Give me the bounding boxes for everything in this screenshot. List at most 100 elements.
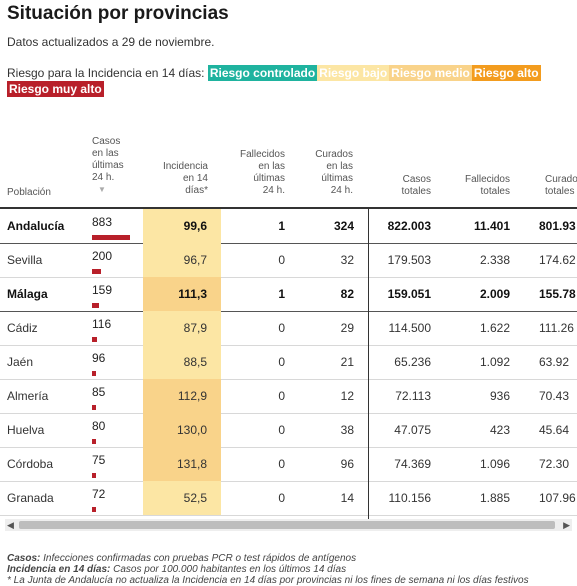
row-incidencia: 130,0 [176,423,207,437]
table-row: Córdoba 75 131,8 0 96 74.369 1.096 72.30 [0,447,577,482]
row-fallecidos-totales: 2.009 [479,287,510,301]
row-casos-24h: 72 [92,487,106,501]
header-curados-totales[interactable]: Curadostotales [545,174,577,197]
row-curados-totales: 111.26 [539,321,574,335]
table-row: Málaga 159 111,3 1 82 159.051 2.009 155.78 [0,277,577,312]
row-fallecidos-totales: 423 [489,423,510,437]
table-row: Huelva 80 130,0 0 38 47.075 423 45.64 [0,413,577,448]
row-incidencia: 99,6 [183,219,207,233]
row-poblacion: Andalucía [7,219,65,233]
row-fallecidos-totales: 936 [489,389,510,403]
table-row: Cádiz 116 87,9 0 29 114.500 1.622 111.26 [0,311,577,346]
incidencia-risk-fill [143,413,221,447]
header-incidencia[interactable]: Incidencia en 14 días* [162,161,208,196]
table-row: Granada 72 52,5 0 14 110.156 1.885 107.96 [0,481,577,516]
row-curados24: 21 [340,355,354,369]
casos-bar [92,337,97,342]
row-casos-totales: 822.003 [387,219,431,233]
scroll-right-icon[interactable]: ▶ [563,520,570,530]
row-fallecidos-totales: 11.401 [473,219,510,233]
row-fallecidos-totales: 1.092 [479,355,510,369]
table-row: Almería 85 112,9 0 12 72.113 936 70.43 [0,379,577,414]
row-casos-24h: 116 [92,317,112,331]
row-casos-totales: 179.503 [387,253,431,267]
header-fallecidos-totales[interactable]: Fallecidos totales [464,174,510,197]
legend-riesgo-muy-alto: Riesgo muy alto [7,81,104,97]
row-casos-totales: 159.051 [387,287,431,301]
casos-bar [92,507,96,512]
scrollbar-thumb[interactable] [19,521,555,529]
row-curados-totales: 63.92 [539,355,570,369]
row-poblacion: Granada [7,491,54,505]
row-curados24: 32 [340,253,354,267]
row-poblacion: Cádiz [7,321,38,335]
row-fallecidos-totales: 1.885 [479,491,510,505]
casos-bar [92,235,130,240]
header-poblacion[interactable]: Población [7,187,51,198]
row-curados-totales: 45.64 [539,423,570,437]
row-incidencia: 87,9 [183,321,207,335]
legend-riesgo-controlado: Riesgo controlado [207,65,318,81]
incidencia-risk-fill [143,481,221,515]
footnotes: Casos: Infecciones confirmadas con prueb… [7,553,572,586]
row-incidencia: 112,9 [177,389,207,403]
scroll-left-icon[interactable]: ◀ [7,520,14,530]
note-incidencia-text: Casos por 100.000 habitantes en los últi… [110,564,347,575]
row-fallecidos24: 1 [278,219,285,233]
note-footnote: * La Junta de Andalucía no actualiza la … [7,575,529,586]
row-casos-24h: 159 [92,283,113,297]
header-curados-24h[interactable]: Curados en las últimas 24 h. [315,149,353,196]
row-poblacion: Sevilla [7,253,43,267]
horizontal-scrollbar[interactable]: ◀ ▶ [5,519,572,531]
row-fallecidos24: 0 [278,321,285,335]
page-title: Situación por provincias [7,3,229,24]
row-fallecidos24: 0 [278,457,285,471]
incidencia-risk-fill [143,447,221,481]
row-incidencia: 111,3 [178,287,207,301]
row-casos-totales: 65.236 [394,355,431,369]
note-casos-text: Infecciones confirmadas con pruebas PCR … [40,553,357,564]
row-incidencia: 88,5 [183,355,207,369]
sort-desc-icon: ▼ [98,185,106,194]
row-casos-totales: 47.075 [394,423,431,437]
incidencia-risk-fill [143,345,221,379]
data-table[interactable]: Población Casos en las últimas 24 h. ▼ Inci… [0,130,577,520]
row-curados24: 12 [340,389,354,403]
table-row: Andalucía 883 99,6 1 324 822.003 11.401 801.93 [0,209,577,244]
incidencia-risk-fill [143,243,221,277]
row-incidencia: 96,7 [183,253,207,267]
risk-legend: Riesgo para la Incidencia en 14 días: Ri… [7,65,567,97]
casos-bar [92,473,96,478]
legend-riesgo-bajo: Riesgo bajo [317,65,390,81]
row-fallecidos-totales: 1.096 [479,457,510,471]
incidencia-risk-fill [143,311,221,345]
header-casos-24h[interactable]: Casos en las últimas 24 h. ▼ [92,136,124,194]
row-fallecidos24: 0 [278,423,285,437]
row-curados24: 14 [340,491,354,505]
table-row: Jaén 96 88,5 0 21 65.236 1.092 63.92 [0,345,577,380]
casos-bar [92,405,96,410]
header-fallecidos-24h[interactable]: Fallecidos en las últimas 24 h. [239,149,285,196]
row-fallecidos24: 0 [278,389,285,403]
row-curados-totales: 801.93 [539,219,576,233]
row-casos-24h: 75 [92,453,106,467]
row-curados24: 29 [340,321,354,335]
row-casos-totales: 74.369 [394,457,431,471]
note-casos-label: Casos: [7,553,41,564]
row-curados24: 324 [333,219,354,233]
row-poblacion: Málaga [7,287,48,301]
row-curados24: 38 [340,423,354,437]
row-curados-totales: 174.62 [539,253,576,267]
row-casos-totales: 72.113 [395,389,431,403]
row-fallecidos24: 0 [278,253,285,267]
row-casos-24h: 96 [92,351,106,365]
row-poblacion: Almería [7,389,49,403]
casos-bar [92,303,99,308]
header-casos-totales[interactable]: Casos totales [401,174,431,197]
legend-riesgo-alto: Riesgo alto [471,65,541,81]
row-poblacion: Córdoba [7,457,54,471]
row-poblacion: Jaén [7,355,34,369]
incidencia-risk-fill [143,209,221,243]
row-curados-totales: 107.96 [539,491,576,505]
row-poblacion: Huelva [7,423,45,437]
